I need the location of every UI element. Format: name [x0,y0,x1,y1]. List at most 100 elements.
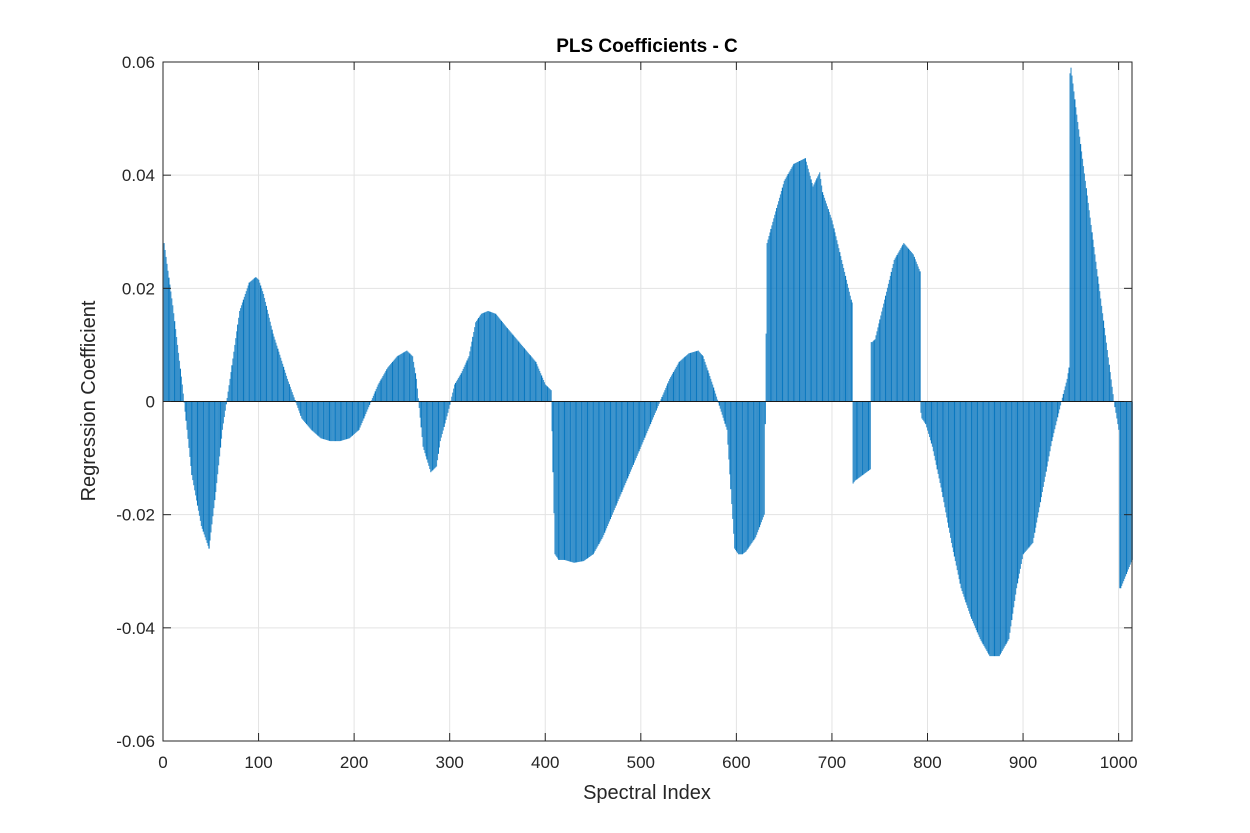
bar [928,401,930,434]
x-tick-label: 400 [531,753,559,772]
bar [177,352,180,402]
bar [327,401,330,441]
bar [735,401,738,552]
bar [442,401,444,431]
bar [555,401,557,556]
bar [1031,401,1033,545]
bar [656,401,658,409]
bar [441,401,443,435]
bar [950,401,952,538]
bar [165,256,167,402]
x-tick-label: 600 [722,753,750,772]
bar [1058,401,1061,410]
bar [764,401,766,425]
bar [231,365,233,402]
bar [746,401,748,551]
bar [778,197,781,402]
bar [320,401,322,439]
bar [1041,401,1043,493]
bar [754,401,756,539]
bar [217,401,219,475]
bar [190,401,192,466]
bar [951,401,954,548]
bar [846,283,848,402]
bar [935,401,937,465]
bar [465,362,467,402]
bar [856,401,858,480]
bar [965,401,967,603]
bar [564,401,567,561]
bar [253,278,255,402]
bar [389,365,391,402]
x-tick-label: 800 [913,753,941,772]
bar [992,401,994,657]
bar [193,401,195,486]
bar [576,401,578,563]
bar [296,401,298,406]
bar [515,338,517,402]
bar [1076,114,1078,402]
bar [388,366,390,402]
bar [476,319,479,402]
bar [256,277,258,402]
bar [1049,401,1051,452]
bar [973,401,976,626]
bar [583,401,585,562]
bar [691,352,693,402]
bar [811,182,813,402]
bar [706,367,708,402]
bar [421,401,423,438]
bar [479,315,482,402]
bar [798,161,800,402]
bar [367,401,369,410]
bar [1109,372,1111,402]
bar [971,401,974,622]
bar [782,184,784,402]
bar [340,401,342,441]
bar [894,258,896,402]
y-tick-label: -0.06 [116,732,155,751]
bar [967,401,969,609]
bar [460,373,462,402]
bar [548,388,550,402]
bar [176,344,179,402]
bar [464,364,466,402]
bar [467,358,469,402]
bar [282,363,284,402]
bar [247,285,249,402]
x-tick-label: 0 [158,753,167,772]
bar [1122,401,1125,582]
bar [867,401,870,471]
bar [960,401,962,589]
bar [242,299,245,402]
bar [703,359,705,402]
bar [533,359,535,402]
bar [203,401,205,535]
bar [918,268,920,402]
bar [1066,378,1068,402]
bar [758,401,761,528]
bar [1057,401,1060,414]
bar [748,401,750,548]
bar [525,350,527,402]
bar [785,177,787,402]
bar [171,298,173,402]
bar [761,401,763,520]
bar [866,401,869,472]
bar [335,401,337,442]
bar [663,392,665,402]
bar [709,376,711,402]
bar [776,207,778,402]
bar [730,401,732,490]
bar [316,401,318,435]
bar [1092,239,1094,402]
bar [893,260,895,402]
bar [175,337,178,402]
bar [994,401,997,657]
bar [351,401,353,436]
bar [653,401,655,416]
bar [416,388,418,402]
bar [1091,232,1093,402]
bar [483,312,485,402]
bar [262,293,265,402]
